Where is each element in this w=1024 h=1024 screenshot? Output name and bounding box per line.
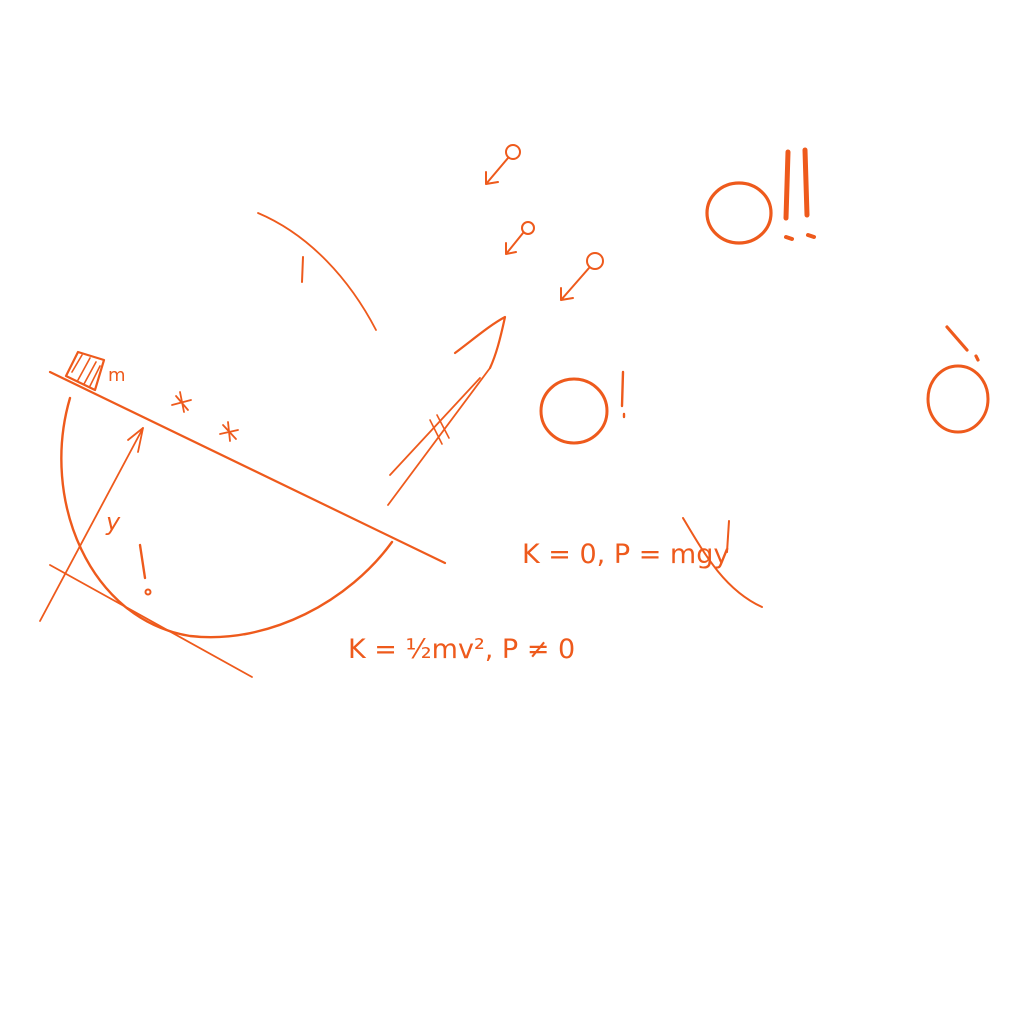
bottom-equation: K = ½mv², P ≠ 0 (348, 634, 575, 665)
star-icon (219, 421, 239, 442)
star-icon (171, 391, 192, 413)
upper-arc (257, 212, 377, 331)
big-o-single-exclamation (539, 370, 626, 445)
pin-arrow-icon (505, 221, 535, 255)
big-o-double-exclamation (705, 147, 816, 245)
pin-arrow-icon (485, 144, 521, 185)
upper-arc-exclamation (301, 256, 304, 283)
motion-arrow-icon (387, 315, 507, 506)
height-arrow-head (127, 427, 144, 453)
mass-label: m (108, 365, 126, 386)
hatched-block-icon (64, 350, 106, 392)
exclamation-mark (138, 543, 152, 596)
height-arrow (39, 427, 144, 622)
equation-exclamation (726, 520, 730, 553)
incline-line (48, 370, 447, 565)
bowl-curve (60, 396, 394, 639)
top-equation: K = 0, P = mgy (522, 539, 729, 570)
pin-arrow-icon (560, 252, 604, 301)
height-label: y (105, 508, 121, 536)
tangent-line (49, 564, 253, 678)
equation-bracket (682, 517, 763, 608)
falling-o-icon (926, 325, 990, 434)
